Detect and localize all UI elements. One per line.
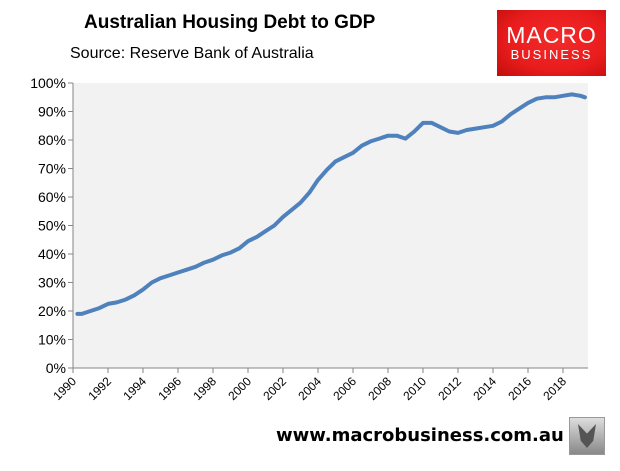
footer-url: www.macrobusiness.com.au	[276, 425, 564, 446]
x-tick-label: 1990	[50, 374, 79, 403]
x-tick-label: 2016	[505, 374, 534, 403]
y-tick-label: 30%	[38, 275, 66, 291]
x-tick-label: 2008	[365, 374, 394, 403]
y-tick-label: 40%	[38, 246, 66, 262]
x-tick-label: 2000	[225, 374, 254, 403]
y-tick-label: 70%	[38, 161, 66, 177]
chart-subtitle: Source: Reserve Bank of Australia	[70, 45, 314, 62]
x-tick-label: 2006	[330, 374, 359, 403]
x-tick-label: 2018	[540, 374, 569, 403]
plot-area	[73, 83, 588, 368]
y-tick-label: 10%	[38, 332, 66, 348]
y-tick-label: 20%	[38, 303, 66, 319]
y-tick-label: 80%	[38, 132, 66, 148]
x-tick-label: 2004	[295, 374, 324, 403]
x-tick-label: 1996	[155, 374, 184, 403]
x-tick-label: 2014	[470, 374, 499, 403]
y-tick-label: 100%	[30, 75, 66, 91]
x-tick-label: 1998	[190, 374, 219, 403]
x-tick-label: 1992	[85, 374, 114, 403]
x-tick-label: 2010	[400, 374, 429, 403]
series-line-housing-debt	[75, 92, 587, 316]
y-tick-label: 0%	[46, 360, 66, 376]
chart-title: Australian Housing Debt to GDP	[84, 12, 376, 33]
x-tick-label: 1994	[120, 374, 149, 403]
logo-line-2: BUSINESS	[510, 47, 593, 62]
wolf-mascot-icon	[569, 417, 605, 455]
y-tick-label: 50%	[38, 218, 66, 234]
y-tick-label: 60%	[38, 189, 66, 205]
x-tick-label: 2012	[435, 374, 464, 403]
logo-line-1: MACRO	[506, 22, 597, 48]
x-tick-label: 2002	[260, 374, 289, 403]
y-tick-label: 90%	[38, 104, 66, 120]
macrobusiness-logo: MACRO BUSINESS	[497, 10, 606, 76]
